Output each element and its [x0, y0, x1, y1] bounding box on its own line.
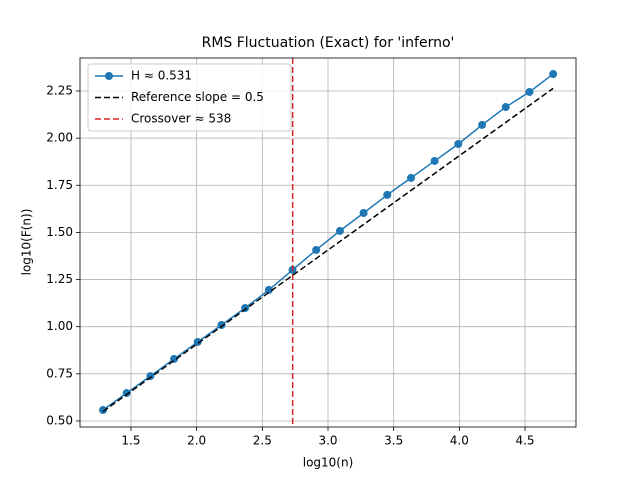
data-point — [264, 285, 273, 294]
data-point — [312, 245, 321, 254]
x-axis-label: log10(n) — [303, 456, 354, 470]
x-tick-label: 4.5 — [515, 434, 534, 448]
x-tick-label: 3.0 — [318, 434, 337, 448]
y-tick-label: 1.25 — [46, 272, 73, 286]
series-line — [102, 87, 554, 413]
legend-label: Crossover ≈ 538 — [131, 112, 231, 126]
data-point — [193, 337, 202, 346]
series-line — [102, 73, 554, 411]
y-tick-label: 1.75 — [46, 178, 73, 192]
data-point — [478, 120, 487, 129]
legend-label: Reference slope = 0.5 — [131, 90, 264, 104]
x-tick-label: 4.0 — [450, 434, 469, 448]
data-point — [359, 208, 368, 217]
data-point — [525, 87, 534, 96]
y-tick-label: 1.50 — [46, 225, 73, 239]
x-tick-label: 3.5 — [384, 434, 403, 448]
y-axis-label: log10(F(n)) — [20, 209, 34, 276]
y-tick-label: 2.00 — [46, 131, 73, 145]
data-point — [407, 173, 416, 182]
data-point — [383, 190, 392, 199]
y-tick-label: 1.00 — [46, 319, 73, 333]
data-point — [122, 389, 131, 398]
data-point — [501, 103, 510, 112]
x-tick-label: 2.0 — [187, 434, 206, 448]
data-point — [454, 139, 463, 148]
y-tick-label: 0.75 — [46, 366, 73, 380]
data-point — [217, 320, 226, 329]
legend: H ≈ 0.531 Reference slope = 0.5 Crossover … — [87, 63, 292, 132]
chart-title: RMS Fluctuation (Exact) for 'inferno' — [202, 35, 455, 51]
y-tick-label: 0.50 — [46, 413, 73, 427]
data-point — [335, 226, 344, 235]
x-tick-label: 2.5 — [253, 434, 272, 448]
legend-box — [87, 63, 292, 132]
data-point — [170, 354, 179, 363]
legend-label: H ≈ 0.531 — [131, 69, 192, 83]
data-point — [98, 406, 107, 415]
data-point — [430, 156, 439, 165]
data-point — [549, 70, 558, 79]
x-tick-label: 1.5 — [121, 434, 140, 448]
legend-marker — [105, 72, 113, 80]
y-tick-label: 2.25 — [46, 83, 73, 97]
plot-frame — [79, 57, 577, 428]
